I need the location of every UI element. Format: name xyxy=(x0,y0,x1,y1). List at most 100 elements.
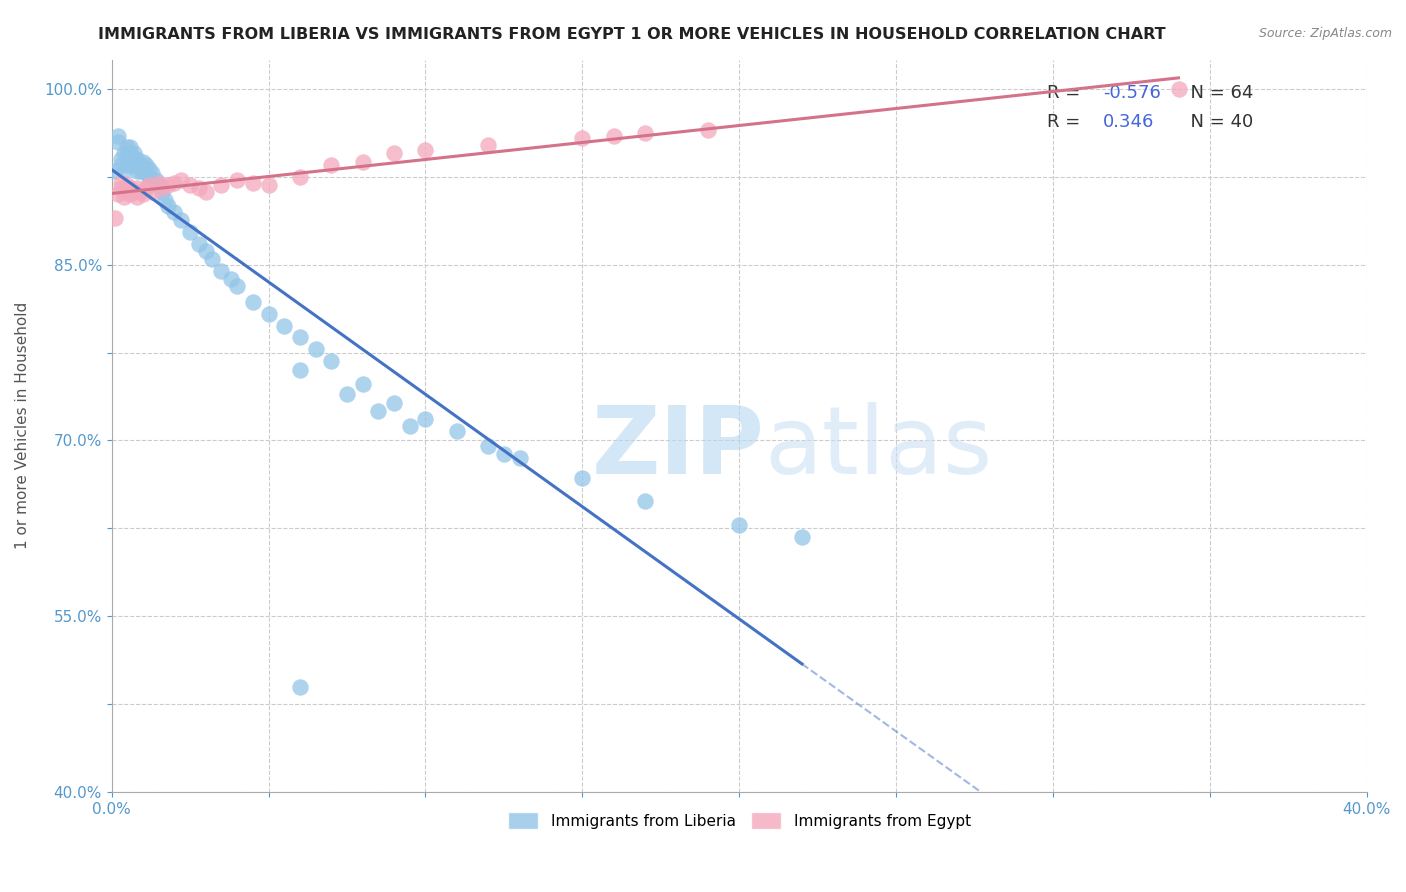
Point xyxy=(157,199,180,213)
Point xyxy=(132,154,155,169)
Point xyxy=(120,181,142,195)
Point xyxy=(188,236,211,251)
Point xyxy=(477,138,499,153)
Point xyxy=(571,471,593,485)
Point xyxy=(194,244,217,258)
Point xyxy=(179,178,201,192)
Text: -0.576: -0.576 xyxy=(1104,84,1161,102)
Point xyxy=(107,187,129,202)
Point xyxy=(209,178,232,192)
Point xyxy=(135,166,157,180)
Point xyxy=(120,146,142,161)
Point xyxy=(122,158,145,172)
Text: ZIP: ZIP xyxy=(592,401,765,494)
Y-axis label: 1 or more Vehicles in Household: 1 or more Vehicles in Household xyxy=(15,302,30,549)
Point xyxy=(112,164,135,178)
Point xyxy=(107,128,129,143)
Point xyxy=(125,181,148,195)
Point xyxy=(120,152,142,166)
Point xyxy=(117,178,139,192)
Point xyxy=(226,173,249,187)
Point xyxy=(188,181,211,195)
Point xyxy=(790,529,813,543)
Text: N = 40: N = 40 xyxy=(1178,113,1253,131)
Point xyxy=(273,318,295,333)
Point xyxy=(107,135,129,149)
Text: Source: ZipAtlas.com: Source: ZipAtlas.com xyxy=(1258,27,1392,40)
Point xyxy=(728,517,751,532)
Point xyxy=(110,158,132,172)
Point xyxy=(163,205,186,219)
Point xyxy=(382,396,405,410)
Point xyxy=(242,295,264,310)
Text: 0.346: 0.346 xyxy=(1104,113,1154,131)
Point xyxy=(169,173,191,187)
Text: R =: R = xyxy=(1046,113,1085,131)
Point xyxy=(150,185,173,199)
Point xyxy=(125,190,148,204)
Point xyxy=(141,185,163,199)
Point xyxy=(125,152,148,166)
Point xyxy=(415,412,437,426)
Point xyxy=(117,158,139,172)
Point xyxy=(117,152,139,166)
Point xyxy=(179,225,201,239)
Point xyxy=(150,181,173,195)
Point xyxy=(226,278,249,293)
Point xyxy=(104,164,127,178)
Point xyxy=(242,176,264,190)
Text: N = 64: N = 64 xyxy=(1178,84,1253,102)
Point xyxy=(120,140,142,154)
Point xyxy=(132,187,155,202)
Point xyxy=(157,178,180,192)
Text: IMMIGRANTS FROM LIBERIA VS IMMIGRANTS FROM EGYPT 1 OR MORE VEHICLES IN HOUSEHOLD: IMMIGRANTS FROM LIBERIA VS IMMIGRANTS FR… xyxy=(98,27,1166,42)
Point xyxy=(336,386,359,401)
Point xyxy=(138,161,160,176)
Point xyxy=(382,146,405,161)
Point xyxy=(138,178,160,192)
Point xyxy=(571,131,593,145)
Point xyxy=(120,187,142,202)
Point xyxy=(602,128,624,143)
Point xyxy=(201,252,224,266)
Point xyxy=(209,263,232,277)
Point xyxy=(138,169,160,184)
Point xyxy=(352,154,374,169)
Point xyxy=(477,439,499,453)
Point xyxy=(492,448,515,462)
Point xyxy=(288,330,311,344)
Point xyxy=(194,185,217,199)
Point xyxy=(321,353,343,368)
Point xyxy=(288,169,311,184)
Point xyxy=(219,271,242,285)
Point xyxy=(634,127,657,141)
Point xyxy=(117,185,139,199)
Point xyxy=(145,173,167,187)
Point xyxy=(304,342,326,356)
Text: R =: R = xyxy=(1046,84,1085,102)
Point xyxy=(132,161,155,176)
Point xyxy=(112,190,135,204)
Point xyxy=(415,143,437,157)
Point xyxy=(446,424,468,438)
Point xyxy=(696,123,718,137)
Point xyxy=(509,450,531,465)
Point xyxy=(110,152,132,166)
Point xyxy=(135,158,157,172)
Point xyxy=(104,211,127,225)
Point xyxy=(634,494,657,508)
Point xyxy=(398,419,420,434)
Point xyxy=(125,164,148,178)
Point xyxy=(148,178,170,192)
Point xyxy=(1167,82,1189,96)
Point xyxy=(122,152,145,166)
Point xyxy=(288,363,311,377)
Point xyxy=(122,146,145,161)
Point xyxy=(352,377,374,392)
Point xyxy=(128,185,150,199)
Point xyxy=(122,185,145,199)
Point xyxy=(288,680,311,694)
Point xyxy=(321,158,343,172)
Point xyxy=(257,307,280,321)
Point xyxy=(110,181,132,195)
